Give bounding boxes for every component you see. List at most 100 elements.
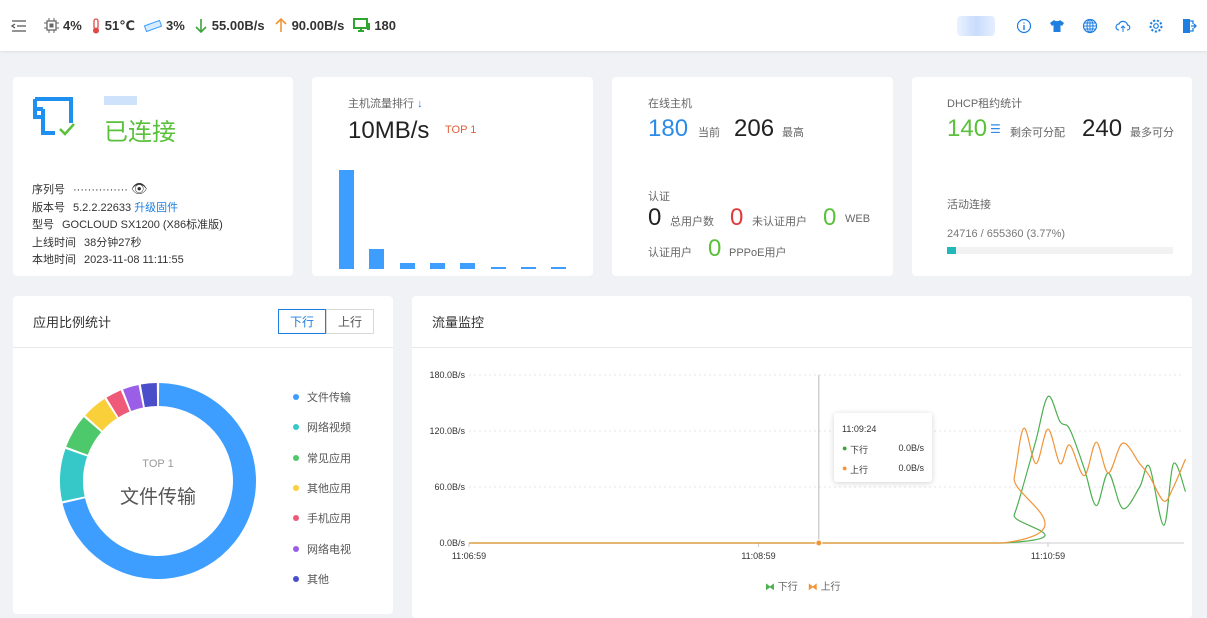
model-value: GOCLOUD SX1200 (X86标准版)	[62, 219, 223, 231]
host-rank-bar[interactable]	[551, 267, 567, 269]
tooltip-up-name: 上行	[849, 465, 868, 475]
cpu-stat: 4%	[44, 18, 82, 33]
uptime-label: 上线时间	[32, 236, 76, 249]
device-status-card: 已连接 序列号 ··············· 👁 版本号 5.2.2.22633 …	[13, 77, 293, 276]
donut-slice[interactable]	[66, 417, 102, 455]
traffic-monitor-card: 流量监控 0.0B/s 60.0B/s 120.0B/s 180.0B/s 11:06:…	[412, 296, 1192, 618]
legend-item[interactable]: 文件传输	[293, 382, 351, 412]
conn-title: 活动连接	[947, 199, 991, 211]
tab-up[interactable]: 上行	[326, 309, 374, 334]
legend-item[interactable]: 网络视频	[293, 412, 351, 442]
legend-item[interactable]: 其他应用	[293, 473, 351, 503]
arrow-up-icon	[274, 18, 287, 32]
temp-stat: 51℃	[91, 18, 135, 34]
device-name-redacted	[104, 96, 137, 105]
host-rank-bar[interactable]	[369, 249, 385, 269]
legend-down[interactable]: ⧓ 下行	[765, 582, 798, 593]
auth-unauth: 0	[730, 204, 744, 231]
series-line	[468, 427, 1187, 544]
upload-value: 90.00B/s	[291, 18, 345, 33]
host-rank-bar[interactable]	[460, 263, 476, 269]
tooltip-row-up: ● 上行 0.0B/s	[842, 463, 924, 475]
donut-center-label: 文件传输	[119, 487, 196, 508]
localtime-value: 2023-11-08 11:11:55	[84, 254, 184, 266]
direction-toggle: 下行 上行	[278, 309, 374, 334]
app-ratio-donut	[59, 383, 257, 579]
dhcp-card: DHCP租约统计 140 ☰ 剩余可分配 240 最多可分 活动连接 24716…	[912, 77, 1192, 276]
host-rank-bar[interactable]	[399, 263, 415, 269]
top-badge: TOP 1	[445, 124, 477, 136]
connection-status: 已连接	[104, 119, 176, 146]
model-label: 型号	[32, 219, 54, 231]
hover-point	[815, 539, 823, 547]
authed-users-label: 认证用户	[648, 247, 692, 259]
hosts-value: 180	[374, 18, 397, 33]
legend-item[interactable]: 常见应用	[293, 443, 351, 473]
device-connected-icon	[33, 97, 75, 136]
device-info: 序列号 ··············· 👁 版本号 5.2.2.22633 升级固件…	[32, 180, 223, 270]
chart-legend: ⧓ 下行 ⧓ 上行	[765, 578, 841, 593]
x-tick-label: 11:10:59	[1031, 551, 1065, 561]
user-avatar[interactable]	[957, 16, 995, 36]
serial-label: 序列号	[32, 184, 65, 196]
host-rank-bar[interactable]	[490, 266, 506, 269]
thermometer-icon	[92, 17, 99, 33]
auth-total: 0	[648, 204, 662, 231]
donut-slice[interactable]	[123, 384, 144, 411]
online-title: 在线主机	[648, 98, 692, 110]
version-label: 版本号	[32, 201, 65, 214]
host-rank-value: 10MB/s	[348, 117, 430, 144]
auth-web-label: WEB	[845, 213, 871, 225]
auth-web: 0	[823, 204, 837, 231]
hosts-stat: 180	[353, 18, 396, 33]
donut-slice[interactable]	[59, 448, 88, 502]
conn-text: 24716 / 655360 (3.77%)	[947, 228, 1066, 240]
upload-cloud-icon[interactable]	[1115, 18, 1131, 34]
eye-icon[interactable]: 👁	[131, 181, 148, 196]
legend-up[interactable]: ⧓ 上行	[807, 582, 841, 593]
legend-item[interactable]: 手机应用	[293, 503, 351, 533]
host-rank-bar[interactable]	[429, 263, 445, 269]
traffic-title: 流量监控	[432, 315, 485, 330]
tooltip-row-down: ● 下行 0.0B/s	[842, 443, 924, 455]
sort-down-icon[interactable]: ↓	[417, 98, 423, 110]
online-max-label: 最高	[782, 127, 804, 139]
logout-icon[interactable]	[1181, 18, 1197, 34]
upgrade-firmware-link[interactable]: 升级固件	[134, 201, 179, 214]
dhcp-max-label: 最多可分	[1130, 127, 1174, 139]
menu-fold-icon[interactable]	[11, 19, 27, 33]
donut-slice[interactable]	[140, 383, 158, 408]
legend-item[interactable]: 其他	[293, 564, 351, 594]
arrow-down-icon	[195, 19, 207, 33]
info-icon[interactable]	[1016, 18, 1032, 34]
host-rank-bar[interactable]	[339, 170, 354, 269]
series-line	[468, 395, 1187, 544]
host-rank-bar[interactable]	[520, 267, 536, 269]
online-current: 180	[648, 115, 689, 142]
tooltip-up-value: 0.0B/s	[898, 463, 924, 473]
dhcp-remain: 140	[947, 115, 988, 142]
monitor-icon	[353, 18, 371, 32]
donut-center-top: TOP 1	[142, 458, 174, 470]
auth-total-label: 总用户数	[670, 216, 714, 228]
theme-shirt-icon[interactable]	[1049, 18, 1065, 34]
legend-item[interactable]: 网络电视	[293, 533, 351, 563]
dhcp-remain-label: 剩余可分配	[1010, 127, 1065, 139]
language-globe-icon[interactable]	[1082, 18, 1098, 34]
y-tick-label: 180.0B/s	[429, 370, 465, 380]
traffic-header: 流量监控	[412, 296, 1192, 348]
host-traffic-rank-card: 主机流量排行 ↓ 10MB/s TOP 1	[312, 77, 593, 276]
version-value: 5.2.2.22633	[73, 201, 132, 214]
settings-gear-icon[interactable]	[1148, 18, 1164, 34]
donut-slice[interactable]	[106, 390, 130, 418]
list-icon[interactable]: ☰	[990, 122, 1001, 136]
auth-unauth-label: 未认证用户	[752, 216, 807, 228]
host-rank-title[interactable]: 主机流量排行 ↓	[348, 98, 423, 110]
upload-stat: 90.00B/s	[274, 18, 345, 33]
pppoe-count: 0	[708, 235, 722, 262]
app-ratio-header: 应用比例统计	[13, 296, 393, 348]
donut-slice[interactable]	[85, 398, 118, 431]
traffic-line-chart: 0.0B/s 60.0B/s 120.0B/s 180.0B/s 11:06:59 11:…	[429, 370, 1187, 561]
tab-down[interactable]: 下行	[278, 309, 326, 334]
uptime-value: 38分钟27秒	[84, 236, 142, 249]
